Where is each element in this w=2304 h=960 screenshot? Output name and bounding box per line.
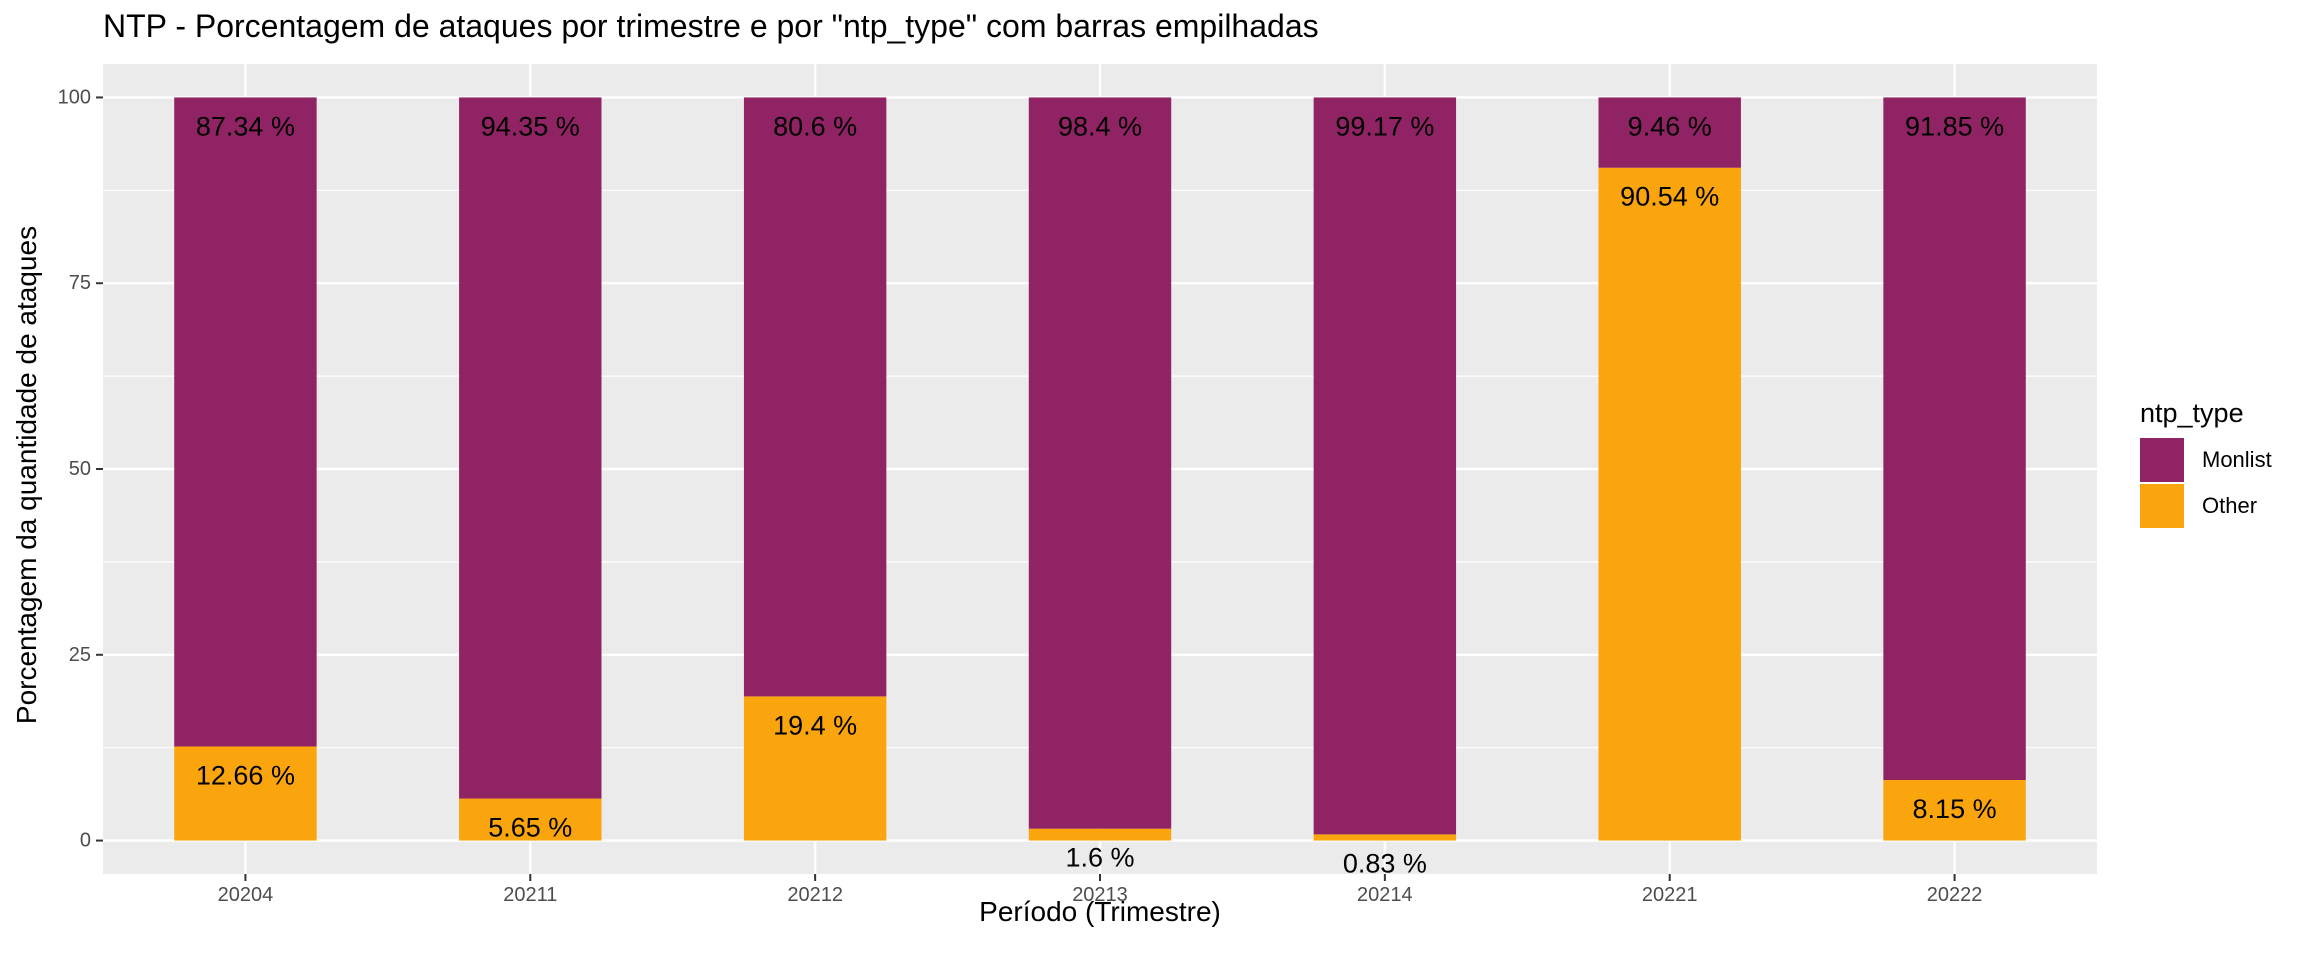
bar-other [1028,828,1172,841]
bar-other [743,696,887,841]
legend-item-other: Other [2140,483,2272,529]
y-tick-label: 100 [58,86,91,108]
bar-other [1883,779,2026,841]
legend-label-monlist: Monlist [2202,447,2272,472]
bar-other [174,746,317,841]
data-label-monlist: 9.46 % [1628,111,1712,141]
bar-monlist [1883,97,2026,780]
x-tick-label: 20214 [1357,884,1413,906]
data-label-monlist: 87.34 % [196,111,295,141]
data-label-monlist: 91.85 % [1905,111,2004,141]
bar-other [1598,167,1741,841]
x-tick-label: 20211 [503,884,557,906]
bar-monlist [1028,97,1172,829]
data-label-other: 12.66 % [196,760,295,790]
x-axis-title: Período (Trimestre) [979,896,1221,927]
x-tick-label: 20212 [787,884,843,906]
bar-monlist [174,97,317,747]
y-tick-label: 0 [80,830,91,852]
legend-swatch-other [2140,484,2184,528]
data-label-monlist: 99.17 % [1335,111,1434,141]
data-label-other: 90.54 % [1620,182,1719,212]
bar-monlist [459,97,602,799]
bar-other [459,798,602,841]
bar-monlist [743,97,887,697]
x-tick-label: 20222 [1927,884,1983,906]
legend-title: ntp_type [2140,398,2244,428]
y-tick-label: 75 [69,272,91,294]
chart-title: NTP - Porcentagem de ataques por trimest… [103,8,1319,44]
data-label-monlist: 94.35 % [481,111,580,141]
bar-monlist [1313,97,1457,835]
data-label-other: 0.83 % [1343,848,1427,878]
legend: ntp_type Monlist Other [2140,398,2272,529]
data-label-monlist: 98.4 % [1058,111,1142,141]
data-label-monlist: 80.6 % [773,111,857,141]
data-label-other: 5.65 % [488,813,572,843]
legend-label-other: Other [2202,493,2258,518]
y-tick-label: 25 [69,644,91,666]
data-label-other: 19.4 % [773,710,857,740]
bar-other [1313,834,1457,841]
x-tick-label: 20213 [1072,884,1128,906]
legend-swatch-monlist [2140,438,2184,482]
data-label-other: 1.6 % [1065,843,1134,873]
y-tick-label: 50 [69,458,91,480]
data-label-other: 8.15 % [1913,794,1997,824]
x-tick-label: 20221 [1642,884,1698,906]
x-tick-label: 20204 [218,884,274,906]
legend-item-monlist: Monlist [2140,437,2272,483]
bar-monlist [1598,97,1741,168]
